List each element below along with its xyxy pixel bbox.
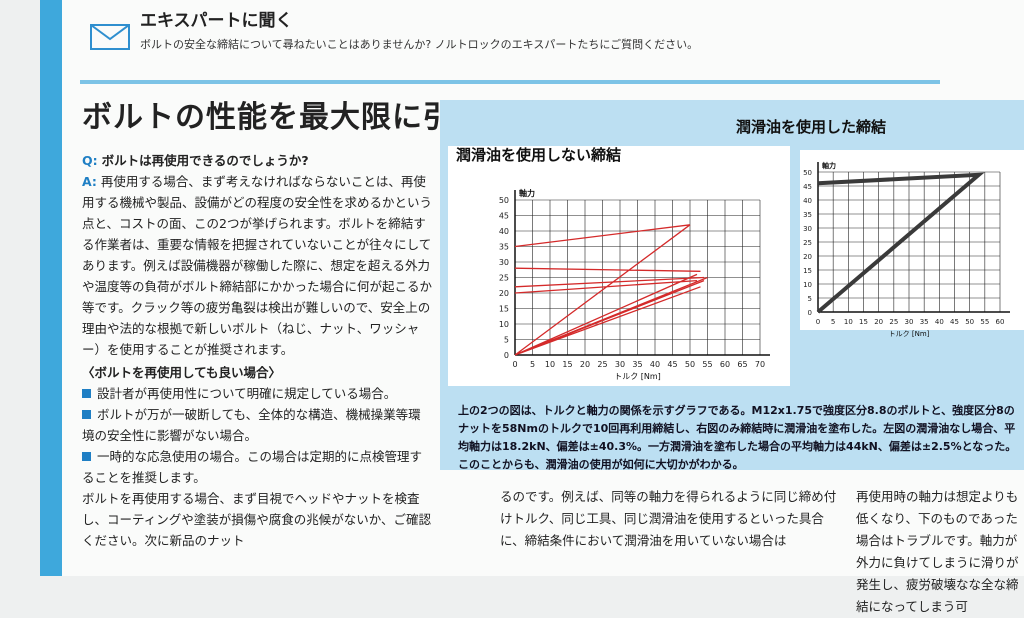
x-tick-label: 60 — [996, 318, 1005, 326]
y-tick-label: 5 — [504, 336, 509, 345]
lower-column: 再使用時の軸力は想定よりも低くなり、下のものであった場合はトラブルです。軸力が外… — [856, 489, 1019, 614]
y-tick-label: 30 — [499, 258, 509, 267]
envelope-icon — [90, 24, 130, 50]
paragraph: ボルトを再使用する場合、まず目視でヘッドやナットを検査し、コーティングや塗装が損… — [82, 491, 432, 548]
header: エキスパートに聞く ボルトの安全な締結について尋ねたいことはありませんか? ノル… — [80, 0, 940, 84]
bullet: ボルトが万が一破断しても、全体的な構造、機械操業等環境の安全性に影響がない場合。 — [82, 404, 432, 446]
page-root: エキスパートに聞く ボルトの安全な締結について尋ねたいことはありませんか? ノル… — [0, 0, 1024, 576]
y-tick-label: 50 — [499, 196, 509, 205]
x-tick-label: 30 — [905, 318, 914, 326]
data-line — [514, 224, 708, 356]
x-tick-label: 45 — [950, 318, 959, 326]
lower-column: るのです。例えば、同等の軸力を得られるように同じ締め付けトルク、同じ工具、同じ潤… — [500, 489, 837, 548]
y-tick-label: 50 — [803, 169, 812, 177]
y-tick-label: 25 — [499, 274, 509, 283]
x-tick-label: 25 — [889, 318, 898, 326]
question-text: ボルトは再使用できるのでしょうか? — [101, 153, 309, 168]
x-tick-label: 30 — [615, 360, 625, 369]
question-label: Q: — [82, 153, 98, 168]
question: Q: ボルトは再使用できるのでしょうか? — [82, 150, 432, 171]
x-tick-label: 60 — [720, 360, 730, 369]
y-tick-label: 15 — [803, 267, 812, 275]
x-tick-label: 50 — [965, 318, 974, 326]
y-tick-label: 15 — [499, 305, 509, 314]
figure-caption: 上の2つの図は、トルクと軸力の関係を示すグラフである。M12x1.75で強度区分… — [458, 404, 1017, 471]
x-tick-label: 65 — [737, 360, 747, 369]
x-tick-label: 40 — [935, 318, 944, 326]
y-tick-label: 0 — [504, 351, 509, 360]
x-tick-label: 15 — [562, 360, 572, 369]
x-tick-label: 20 — [874, 318, 883, 326]
y-tick-label: 10 — [803, 281, 812, 289]
x-axis-label: トルク [Nm] — [889, 330, 930, 338]
x-tick-label: 5 — [831, 318, 835, 326]
x-tick-label: 35 — [920, 318, 929, 326]
x-tick-label: 5 — [530, 360, 535, 369]
y-tick-label: 0 — [808, 309, 812, 317]
y-tick-label: 20 — [499, 289, 509, 298]
answer-label: A: — [82, 174, 97, 189]
x-tick-label: 35 — [632, 360, 642, 369]
bullet: 設計者が再使用性について明確に規定している場合。 — [82, 383, 432, 404]
x-tick-label: 0 — [512, 360, 517, 369]
x-tick-label: 55 — [980, 318, 989, 326]
x-tick-label: 45 — [667, 360, 677, 369]
x-tick-label: 20 — [580, 360, 590, 369]
subheading: 〈ボルトを再使用しても良い場合〉 — [82, 365, 282, 380]
answer: A: 再使用する場合、まず考えなければならないことは、再使用する機械や製品、設備が… — [82, 171, 432, 360]
bullet: 一時的な応急使用の場合。この場合は定期的に点検管理することを推奨します。 — [82, 446, 432, 488]
header-subtitle: ボルトの安全な締結について尋ねたいことはありませんか? ノルトロックのエキスパー… — [140, 38, 699, 51]
x-tick-label: 50 — [685, 360, 695, 369]
y-tick-label: 10 — [499, 320, 509, 329]
y-axis-label: 軸力 — [519, 188, 535, 198]
y-tick-label: 40 — [803, 197, 812, 205]
y-tick-label: 30 — [803, 225, 812, 233]
answer-text: 再使用する場合、まず考えなければならないことは、再使用する機械や製品、設備がどの… — [82, 174, 433, 357]
article-body: Q: ボルトは再使用できるのでしょうか? A: 再使用する場合、まず考えなければなら… — [82, 150, 432, 551]
y-tick-label: 40 — [499, 227, 509, 236]
y-tick-label: 35 — [499, 243, 509, 252]
chart-title: 潤滑油を使用しない締結 — [456, 146, 621, 164]
y-tick-label: 5 — [808, 295, 812, 303]
x-tick-label: 10 — [545, 360, 555, 369]
x-tick-label: 55 — [702, 360, 712, 369]
x-tick-label: 15 — [859, 318, 868, 326]
x-tick-label: 10 — [844, 318, 853, 326]
y-tick-label: 25 — [803, 239, 812, 247]
y-tick-label: 35 — [803, 211, 812, 219]
header-title: エキスパートに聞く — [140, 11, 293, 31]
side-stripe — [40, 0, 62, 576]
x-tick-label: 40 — [650, 360, 660, 369]
x-tick-label: 25 — [597, 360, 607, 369]
y-axis-label: 軸力 — [822, 161, 836, 170]
chart-frame — [448, 146, 790, 386]
y-tick-label: 45 — [499, 212, 509, 221]
x-tick-label: 0 — [816, 318, 820, 326]
chart-title: 潤滑油を使用した締結 — [736, 118, 886, 136]
x-tick-label: 70 — [755, 360, 765, 369]
y-tick-label: 45 — [803, 183, 812, 191]
x-axis-label: トルク [Nm] — [614, 372, 661, 381]
y-tick-label: 20 — [803, 253, 812, 261]
data-line — [816, 172, 985, 314]
